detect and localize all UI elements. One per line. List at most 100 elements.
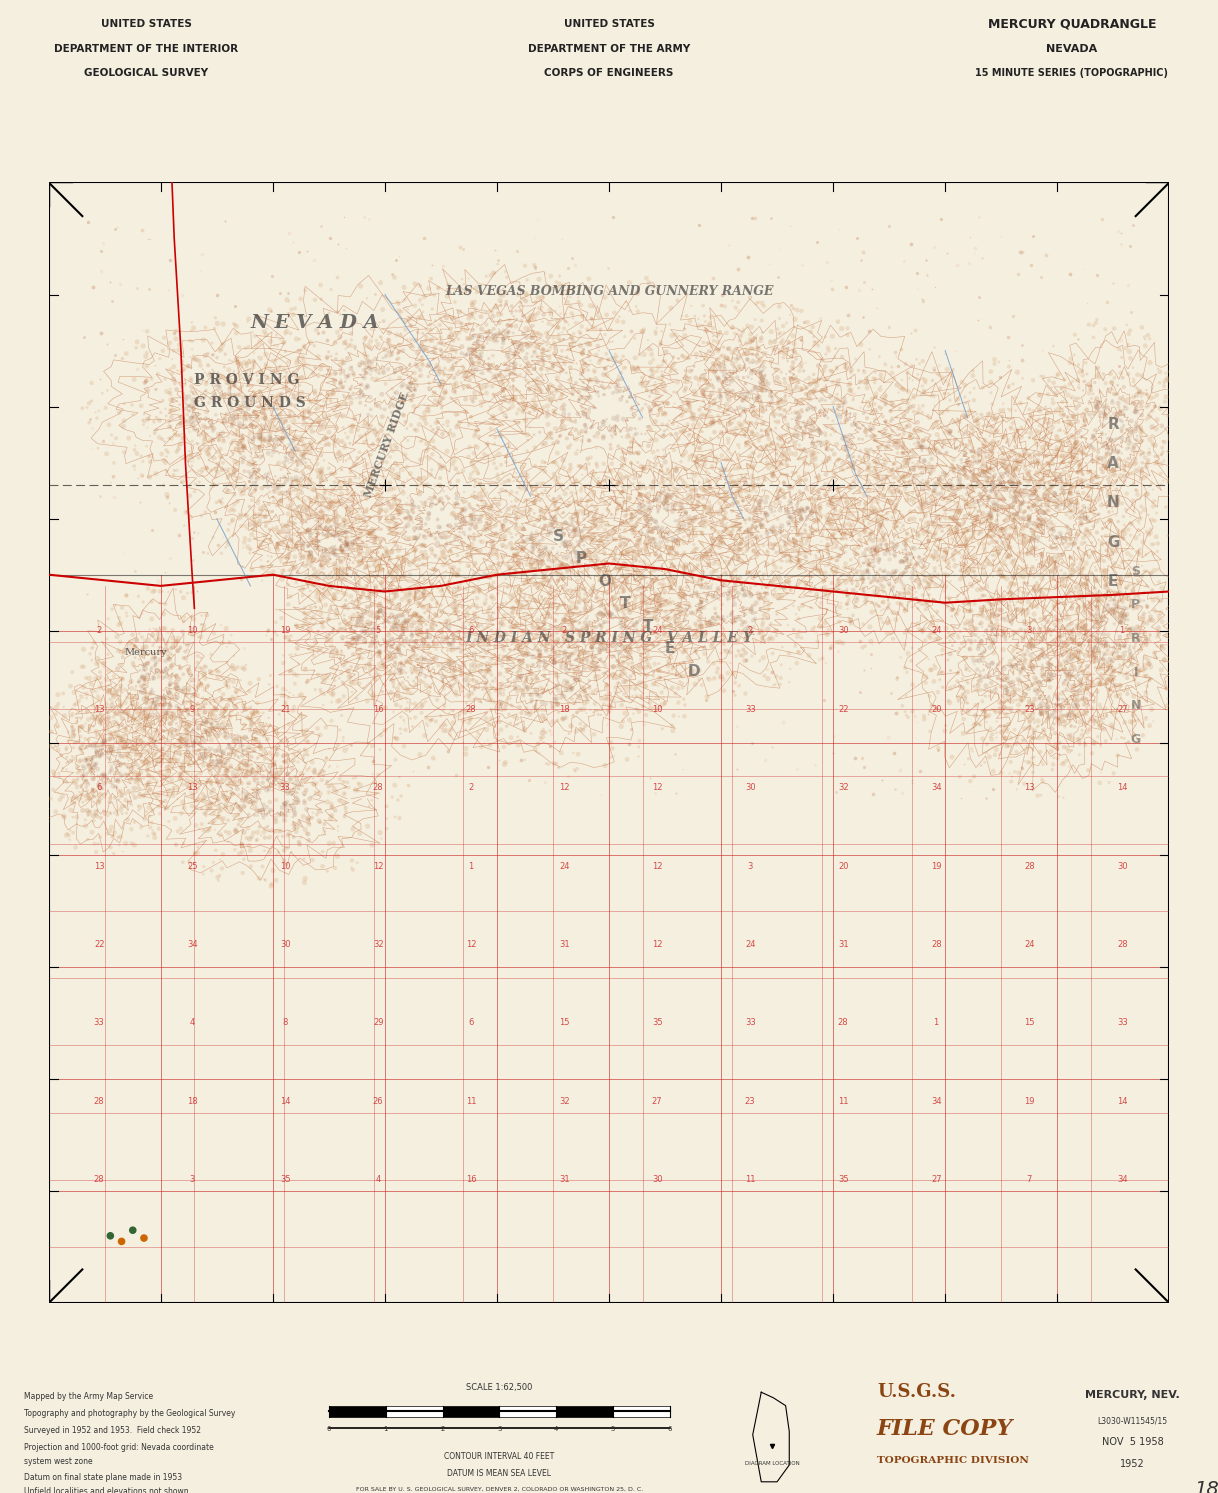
Point bbox=[931, 575, 950, 599]
Point bbox=[864, 537, 883, 561]
Point bbox=[1090, 472, 1110, 496]
Point bbox=[905, 476, 924, 500]
Point bbox=[375, 345, 395, 369]
Point bbox=[537, 321, 557, 345]
Point bbox=[276, 546, 296, 570]
Point bbox=[1004, 638, 1023, 661]
Point bbox=[951, 699, 971, 723]
Point bbox=[403, 639, 423, 663]
Point bbox=[1080, 629, 1100, 652]
Point bbox=[376, 660, 396, 684]
Point bbox=[856, 464, 876, 488]
Point bbox=[787, 430, 806, 454]
Point bbox=[518, 675, 537, 699]
Point bbox=[615, 676, 635, 700]
Point bbox=[1105, 593, 1124, 617]
Point bbox=[119, 729, 139, 752]
Point bbox=[1046, 467, 1066, 491]
Point bbox=[346, 630, 365, 654]
Point bbox=[376, 636, 396, 660]
Point bbox=[795, 520, 815, 543]
Point bbox=[55, 769, 74, 793]
Point bbox=[510, 664, 530, 688]
Point bbox=[415, 512, 435, 536]
Point bbox=[194, 664, 213, 688]
Point bbox=[495, 384, 514, 408]
Point bbox=[171, 431, 190, 455]
Point bbox=[877, 502, 896, 526]
Point bbox=[523, 314, 542, 337]
Point bbox=[389, 593, 408, 617]
Point bbox=[605, 536, 625, 560]
Point bbox=[336, 533, 356, 557]
Point bbox=[413, 428, 432, 452]
Point bbox=[498, 629, 518, 652]
Point bbox=[983, 520, 1002, 543]
Point bbox=[956, 524, 976, 548]
Point bbox=[594, 611, 614, 635]
Point bbox=[900, 457, 920, 481]
Point bbox=[978, 472, 998, 496]
Point bbox=[448, 576, 468, 600]
Point bbox=[463, 509, 482, 533]
Point bbox=[505, 676, 525, 700]
Point bbox=[521, 682, 541, 706]
Point bbox=[306, 509, 325, 533]
Text: 1: 1 bbox=[384, 1426, 389, 1432]
Point bbox=[914, 394, 933, 418]
Point bbox=[95, 763, 114, 787]
Point bbox=[1061, 655, 1080, 679]
Point bbox=[166, 423, 185, 446]
Point bbox=[738, 418, 758, 442]
Point bbox=[503, 351, 523, 375]
Point bbox=[319, 382, 339, 406]
Point bbox=[557, 345, 576, 369]
Point bbox=[510, 379, 530, 403]
Point bbox=[881, 491, 900, 515]
Point bbox=[192, 242, 212, 266]
Point bbox=[780, 367, 799, 391]
Point bbox=[737, 597, 756, 621]
Point bbox=[432, 652, 452, 676]
Point bbox=[146, 718, 166, 742]
Point bbox=[365, 475, 385, 499]
Point bbox=[153, 694, 173, 718]
Point bbox=[580, 340, 599, 364]
Point bbox=[780, 493, 799, 517]
Point bbox=[529, 543, 548, 567]
Point bbox=[811, 421, 831, 445]
Point bbox=[592, 591, 611, 615]
Point bbox=[980, 479, 1000, 503]
Point bbox=[61, 799, 80, 823]
Point bbox=[46, 800, 66, 824]
Point bbox=[1107, 682, 1127, 706]
Point bbox=[561, 687, 581, 711]
Point bbox=[998, 476, 1017, 500]
Point bbox=[1069, 673, 1089, 697]
Point bbox=[533, 342, 553, 366]
Point bbox=[560, 452, 580, 476]
Point bbox=[866, 451, 885, 475]
Point bbox=[591, 588, 610, 612]
Point bbox=[229, 437, 248, 461]
Point bbox=[1157, 678, 1177, 702]
Point bbox=[475, 591, 495, 615]
Point bbox=[342, 679, 362, 703]
Point bbox=[549, 424, 569, 448]
Point bbox=[407, 646, 426, 670]
Point bbox=[780, 430, 799, 454]
Point bbox=[385, 433, 404, 457]
Point bbox=[711, 530, 731, 554]
Point bbox=[879, 428, 899, 452]
Point bbox=[797, 573, 816, 597]
Point bbox=[848, 479, 867, 503]
Point bbox=[776, 449, 795, 473]
Point bbox=[646, 543, 665, 567]
Point bbox=[1095, 672, 1114, 696]
Point bbox=[1094, 673, 1113, 697]
Point bbox=[117, 600, 136, 624]
Point bbox=[418, 506, 437, 530]
Point bbox=[620, 675, 639, 699]
Point bbox=[82, 761, 101, 785]
Point bbox=[541, 264, 560, 288]
